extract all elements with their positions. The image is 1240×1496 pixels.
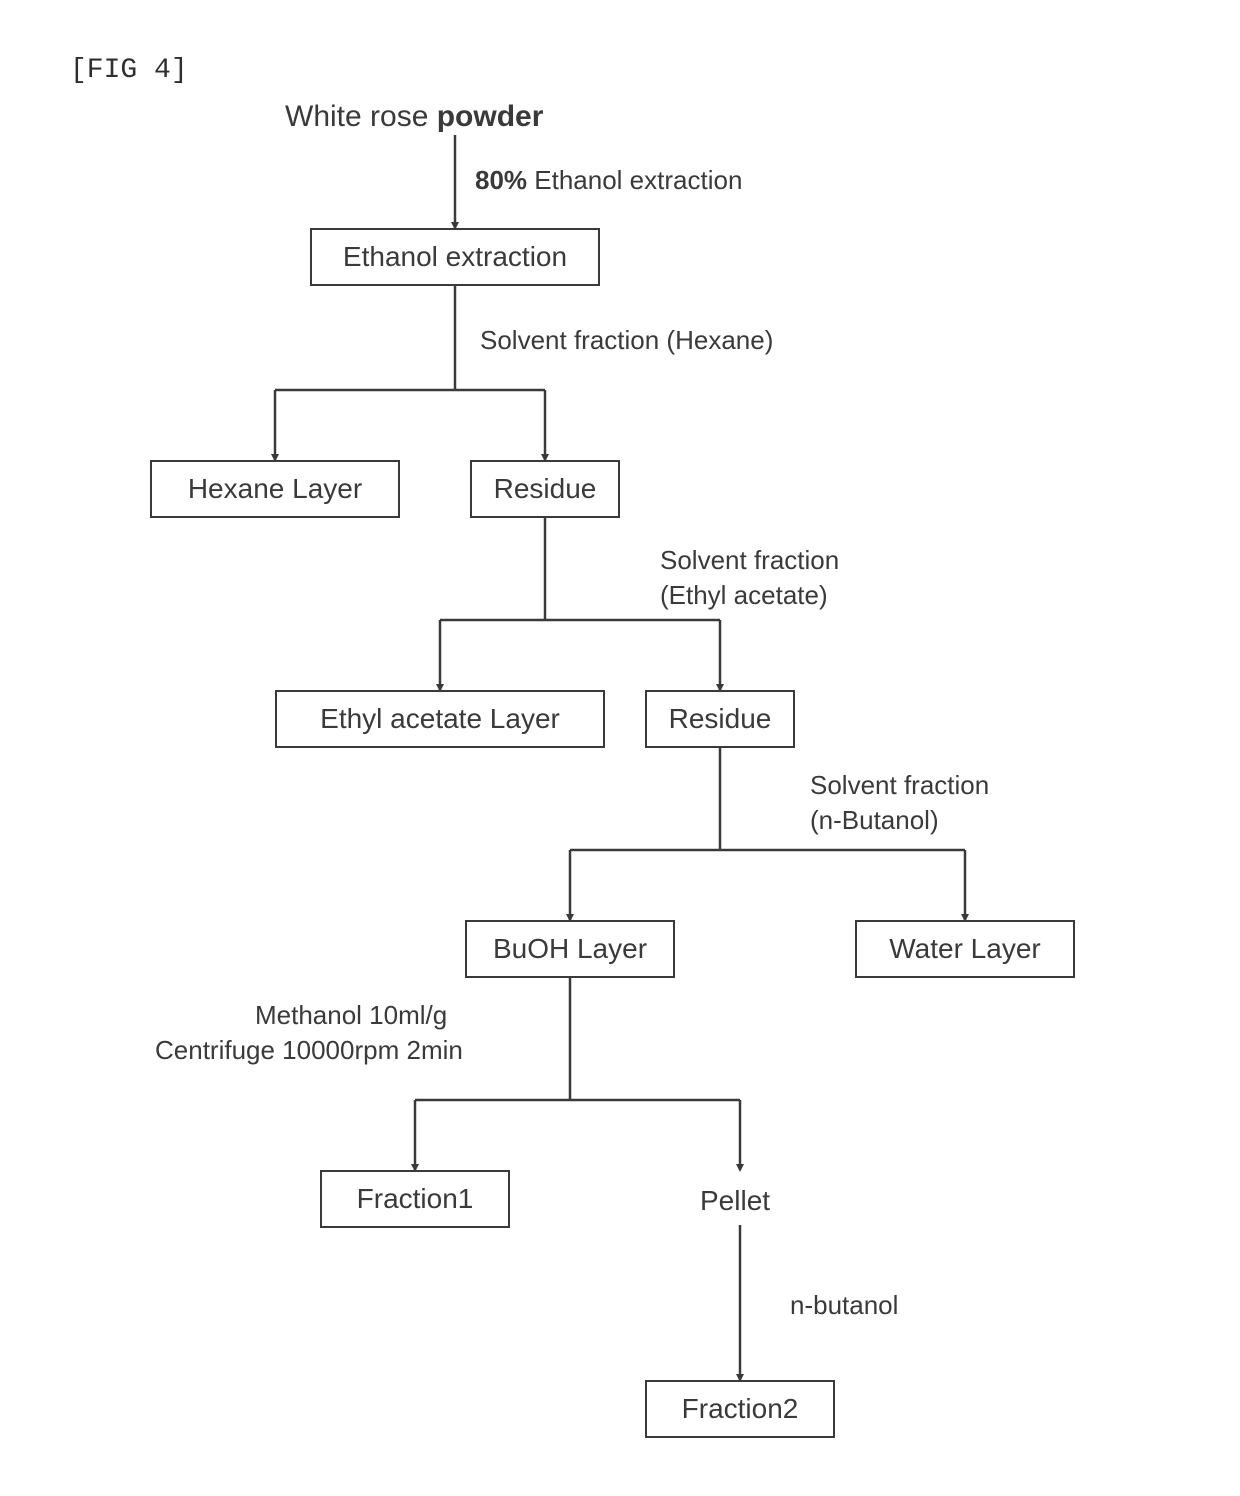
flowchart-canvas: [FIG 4] White rose powder 80% Ethanol ex…	[0, 0, 1240, 1496]
flowchart-edges	[0, 0, 1240, 1496]
